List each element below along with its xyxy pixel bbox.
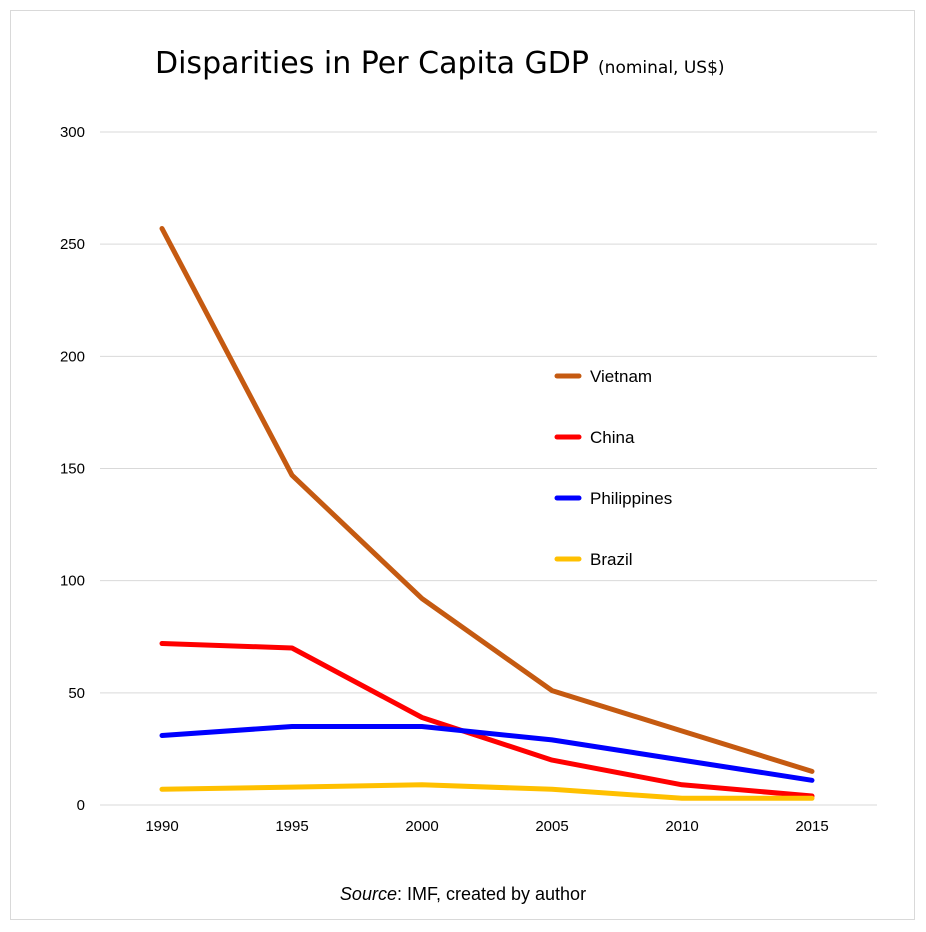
series-lines (159, 226, 815, 801)
legend-label-vietnam: Vietnam (590, 367, 652, 386)
x-tick-label: 1995 (275, 818, 308, 835)
legend-label-china: China (590, 428, 635, 447)
y-tick-label: 100 (60, 573, 85, 590)
y-axis-ticks: 0 50 100 150 200 250 300 (60, 124, 85, 814)
source-note: Source: IMF, created by author (0, 884, 926, 905)
x-tick-label: 2015 (795, 818, 828, 835)
y-tick-label: 250 (60, 236, 85, 253)
legend-label-philippines: Philippines (590, 489, 672, 508)
chart-frame (10, 10, 915, 920)
y-tick-label: 0 (77, 797, 85, 814)
legend: Vietnam China Philippines Brazil (554, 367, 672, 569)
y-tick-label: 150 (60, 461, 85, 478)
series-line-philippines (159, 724, 815, 783)
legend-label-brazil: Brazil (590, 550, 633, 569)
x-tick-label: 2005 (535, 818, 568, 835)
x-tick-label: 2000 (405, 818, 438, 835)
x-tick-label: 2010 (665, 818, 698, 835)
source-text: : IMF, created by author (396, 884, 587, 904)
y-tick-label: 50 (68, 685, 85, 702)
series-line-brazil (159, 782, 815, 801)
series-line-vietnam (159, 226, 815, 774)
gridlines (100, 131, 877, 806)
chart-title-main: Disparities in Per Capita GDP (155, 46, 589, 81)
series-line-china (159, 641, 815, 799)
y-tick-label: 300 (60, 124, 85, 141)
x-axis-ticks: 1990 1995 2000 2005 2010 2015 (145, 818, 828, 835)
chart-title: Disparities in Per Capita GDP (nominal, … (155, 46, 725, 81)
y-tick-label: 200 (60, 348, 85, 365)
chart-subtitle: (nominal, US$) (598, 58, 725, 78)
x-tick-label: 1990 (145, 818, 178, 835)
source-label: Source (339, 884, 397, 904)
